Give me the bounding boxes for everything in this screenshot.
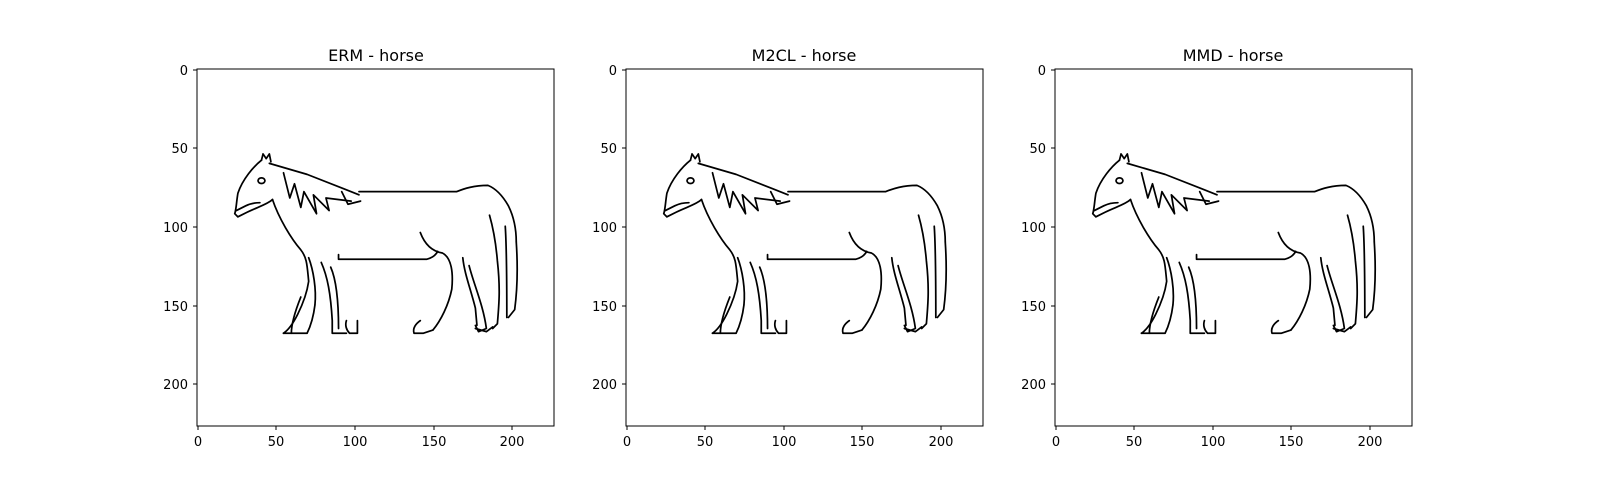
y-tick-label: 0 bbox=[609, 64, 617, 79]
panel-title: ERM - horse bbox=[328, 46, 424, 65]
x-axis: 0 50 100 150 200 bbox=[194, 426, 525, 450]
y-tick-label: 200 bbox=[592, 378, 617, 393]
y-tick-label: 200 bbox=[1021, 378, 1046, 393]
y-tick-label: 150 bbox=[1021, 300, 1046, 315]
x-tick-label: 100 bbox=[343, 435, 368, 450]
y-tick-label: 100 bbox=[163, 221, 188, 236]
x-tick-label: 100 bbox=[772, 435, 797, 450]
x-tick-label: 0 bbox=[623, 435, 631, 450]
axes-frame bbox=[625, 68, 984, 427]
y-axis: 0 50 100 150 200 bbox=[592, 64, 626, 393]
y-tick-label: 150 bbox=[163, 300, 188, 315]
panel-title: MMD - horse bbox=[1183, 46, 1284, 65]
axes-frame bbox=[196, 68, 555, 427]
y-axis: 0 50 100 150 200 bbox=[1021, 64, 1055, 393]
y-tick-label: 0 bbox=[180, 64, 188, 79]
x-tick-label: 0 bbox=[194, 435, 202, 450]
y-tick-label: 150 bbox=[592, 300, 617, 315]
x-tick-label: 100 bbox=[1201, 435, 1226, 450]
panel-title: M2CL - horse bbox=[752, 46, 857, 65]
x-tick-label: 150 bbox=[1279, 435, 1304, 450]
y-tick-label: 100 bbox=[1021, 221, 1046, 236]
x-tick-label: 0 bbox=[1052, 435, 1060, 450]
x-axis: 0 50 100 150 200 bbox=[623, 426, 954, 450]
x-tick-label: 200 bbox=[929, 435, 954, 450]
panel-mmd: MMD - horse 0 50 100 150 200 0 50 100 1 bbox=[1021, 46, 1413, 450]
x-tick-label: 50 bbox=[697, 435, 714, 450]
x-tick-label: 150 bbox=[422, 435, 447, 450]
x-tick-label: 200 bbox=[500, 435, 525, 450]
x-tick-label: 200 bbox=[1358, 435, 1383, 450]
panel-erm: ERM - horse 0 50 100 150 200 0 50 1 bbox=[163, 46, 555, 450]
y-tick-label: 0 bbox=[1038, 64, 1046, 79]
y-tick-label: 200 bbox=[163, 378, 188, 393]
y-tick-label: 100 bbox=[592, 221, 617, 236]
y-tick-label: 50 bbox=[600, 142, 617, 157]
axes-frame bbox=[1054, 68, 1413, 427]
x-tick-label: 50 bbox=[1126, 435, 1143, 450]
x-tick-label: 50 bbox=[268, 435, 285, 450]
panel-m2cl: M2CL - horse 0 50 100 150 200 0 50 100 bbox=[592, 46, 984, 450]
y-tick-label: 50 bbox=[171, 142, 188, 157]
y-tick-label: 50 bbox=[1029, 142, 1046, 157]
y-axis: 0 50 100 150 200 bbox=[163, 64, 197, 393]
x-axis: 0 50 100 150 200 bbox=[1052, 426, 1383, 450]
x-tick-label: 150 bbox=[850, 435, 875, 450]
